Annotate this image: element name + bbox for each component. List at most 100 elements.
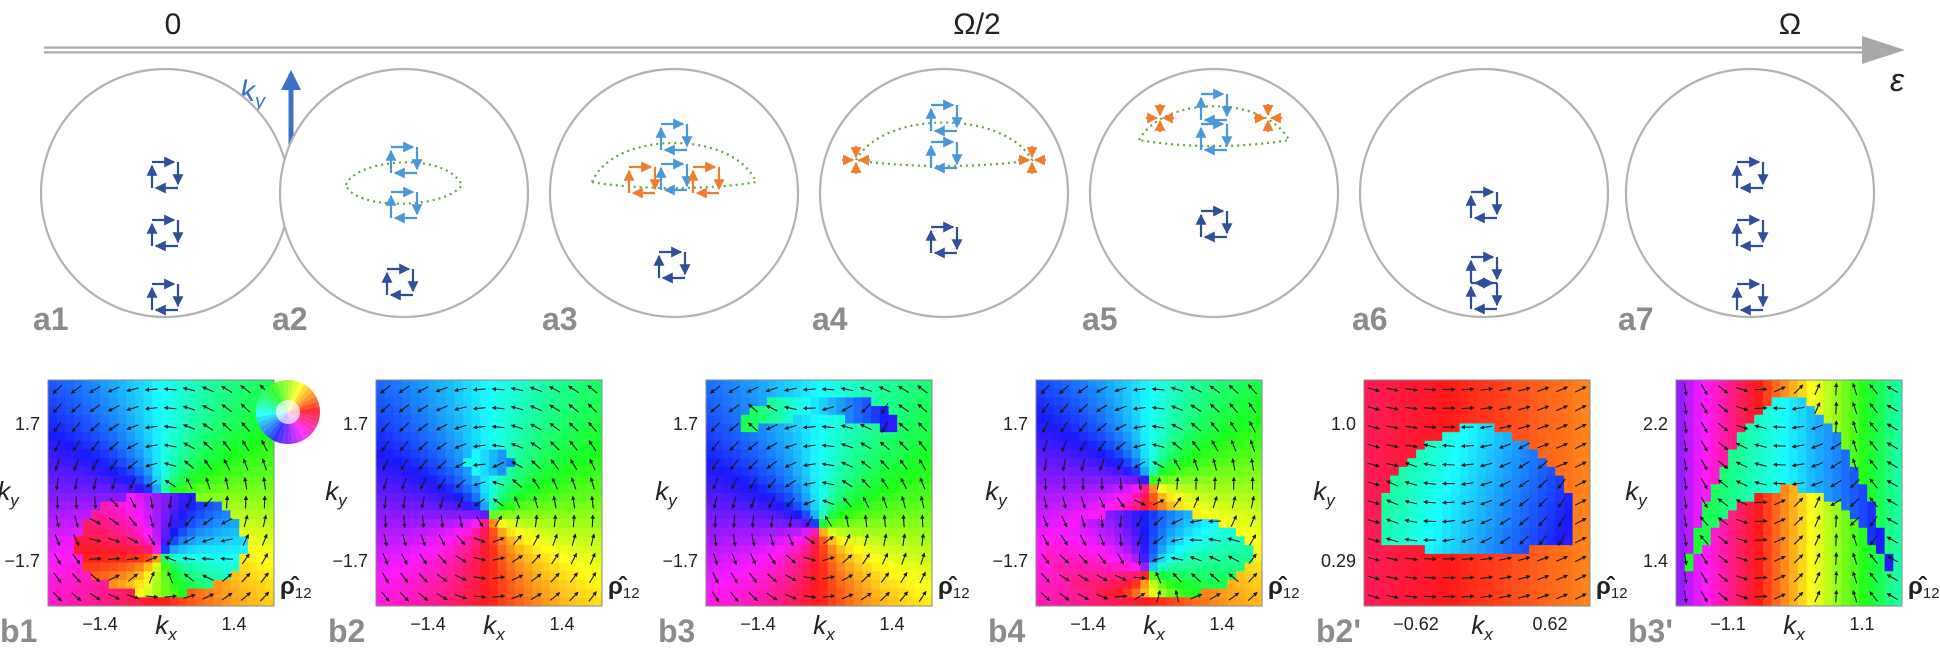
ylabel-ky: ky (1625, 476, 1648, 510)
vortex-glyph (687, 161, 725, 199)
panel-label: b3' (1628, 613, 1673, 649)
panel-a1: a1 (33, 67, 291, 337)
phase-color-wheel (256, 380, 320, 444)
xlabel-kx: kx (1783, 610, 1805, 644)
colorbar-label-rho12: ρ̂12 (1596, 573, 1628, 602)
panel-label: b1 (0, 613, 37, 649)
xtick-right: 0.62 (1532, 614, 1567, 634)
row-b-heatmaps: 1.7 −1.7 −1.4 1.4 ky kx ρ̂12 b1 1.7 −1.7 −1.4 1.4 ky… (0, 379, 1940, 649)
xtick-right: 1.4 (879, 614, 904, 634)
heatmap-frame (1675, 379, 1903, 607)
panel-b1: 1.7 −1.7 −1.4 1.4 ky kx ρ̂12 b1 (0, 379, 312, 649)
ytick-bottom: 1.4 (1643, 551, 1668, 571)
panel-a7: a7 (1618, 67, 1876, 337)
vortex-glyph (1731, 278, 1769, 316)
ylabel-ky: ky (0, 476, 20, 510)
ytick-bottom: −1.7 (332, 551, 368, 571)
xtick-left: −1.4 (410, 614, 446, 634)
vortex-glyph (1195, 205, 1233, 243)
ylabel-ky: ky (1313, 476, 1336, 510)
xtick-right: 1.1 (1849, 614, 1874, 634)
ytick-top: 2.2 (1643, 414, 1668, 434)
xtick-left: −1.4 (82, 614, 118, 634)
heatmap-frame (47, 379, 275, 607)
ytick-top: 1.7 (1003, 414, 1028, 434)
vortex-glyph (1465, 277, 1503, 315)
vortex-glyph (1465, 186, 1503, 224)
row-a-circles: a1 a2 a3 a4 a5 a6 a7 (33, 67, 1876, 337)
brillouin-circle (1624, 67, 1876, 319)
vortex-glyph (1195, 118, 1233, 156)
panel-b3: 1.7 −1.7 −1.4 1.4 ky kx ρ̂12 b3 (655, 379, 970, 649)
ytick-bottom: −1.7 (4, 551, 40, 571)
xlabel-kx: kx (1471, 610, 1493, 644)
vortex-glyph (1731, 214, 1769, 252)
vortex-glyph (146, 214, 184, 252)
heatmap-frame (1035, 379, 1263, 607)
vortex-glyph (925, 221, 963, 259)
ytick-top: 1.7 (343, 414, 368, 434)
vortex-glyph (146, 156, 184, 194)
colorbar-label-rho12: ρ̂12 (1908, 573, 1940, 602)
ytick-bottom: −1.7 (992, 551, 1028, 571)
xtick-left: −0.62 (1393, 614, 1439, 634)
phase-heatmap (1036, 380, 1262, 606)
panel-label: a4 (812, 301, 848, 337)
brillouin-circle (818, 67, 1070, 319)
panel-a4: a4 (812, 67, 1070, 337)
panel-b2: 1.7 −1.7 −1.4 1.4 ky kx ρ̂12 b2 (325, 379, 640, 649)
timeline-axis-symbol: ε (1890, 62, 1905, 98)
panel-label: a3 (542, 301, 578, 337)
vortex-glyph (655, 118, 693, 156)
xtick-right: 1.4 (1209, 614, 1234, 634)
ytick-top: 1.7 (673, 414, 698, 434)
dotted-contour (854, 121, 1034, 168)
source-glyph (1146, 104, 1174, 132)
heatmap-frame (375, 379, 603, 607)
phase-heatmap (376, 380, 602, 606)
panel-label: a5 (1082, 301, 1118, 337)
brillouin-circle (1088, 67, 1340, 319)
xlabel-kx: kx (1143, 610, 1165, 644)
xlabel-kx: kx (155, 610, 177, 644)
vortex-glyph (385, 186, 423, 224)
energy-timeline: 0 Ω/2 Ω ε (44, 8, 1905, 98)
vortex-glyph (925, 136, 963, 174)
xtick-left: −1.1 (1710, 614, 1746, 634)
colorbar-label-rho12: ρ̂12 (1268, 573, 1300, 602)
xtick-right: 1.4 (549, 614, 574, 634)
ytick-bottom: 0.29 (1321, 551, 1356, 571)
colorbar-label-rho12: ρ̂12 (608, 573, 640, 602)
brillouin-circle (548, 67, 800, 319)
ytick-bottom: −1.7 (662, 551, 698, 571)
colorbar-label-rho12: ρ̂12 (938, 573, 970, 602)
source-glyph (1254, 104, 1282, 132)
ylabel-ky: ky (655, 476, 678, 510)
vortex-glyph (623, 161, 661, 199)
ylabel-ky: ky (985, 476, 1008, 510)
xlabel-kx: kx (483, 610, 505, 644)
panel-a6: a6 (1352, 67, 1610, 337)
panel-label: a7 (1618, 301, 1654, 337)
panel-label: b4 (988, 613, 1026, 649)
ytick-top: 1.7 (15, 414, 40, 434)
phase-heatmap (706, 380, 932, 606)
panel-label: a2 (272, 301, 308, 337)
timeline-label-omega: Ω (1779, 8, 1801, 41)
panel-a2: a2 (272, 67, 530, 337)
panel-a3: a3 (542, 67, 800, 337)
colorbar-label-rho12: ρ̂12 (280, 573, 312, 602)
panel-label: b2 (328, 613, 365, 649)
xlabel-kx: kx (813, 610, 835, 644)
ytick-top: 1.0 (1331, 414, 1356, 434)
dotted-contour (590, 141, 758, 190)
phase-heatmap (48, 380, 274, 606)
panel-b4: 1.7 −1.7 −1.4 1.4 ky kx ρ̂12 b4 (985, 379, 1300, 649)
ylabel-ky: ky (325, 476, 348, 510)
source-glyph (1018, 146, 1046, 174)
phase-heatmap (1364, 380, 1590, 606)
vortex-glyph (655, 158, 693, 196)
xtick-right: 1.4 (221, 614, 246, 634)
vortex-glyph (653, 246, 691, 284)
